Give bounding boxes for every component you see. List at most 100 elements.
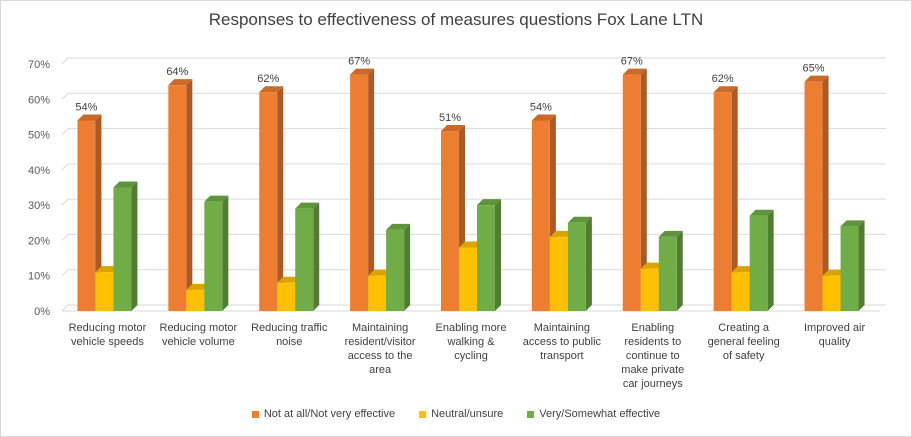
- bar: [640, 268, 659, 311]
- x-tick-label: general feeling: [708, 336, 780, 348]
- legend-item-effective: Very/Somewhat effective: [527, 408, 660, 420]
- bar-top: [713, 86, 738, 93]
- bar: [386, 229, 405, 311]
- legend-label-neutral: Neutral/unsure: [431, 408, 504, 420]
- y-tick-label: 20%: [28, 235, 50, 247]
- bar-side: [495, 199, 501, 311]
- y-tick-label: 30%: [28, 200, 50, 212]
- legend-label-effective: Very/Somewhat effective: [539, 408, 661, 420]
- x-tick-label: residents to: [624, 336, 681, 348]
- bar-top: [749, 209, 774, 216]
- bar-top: [658, 230, 683, 237]
- bar-side: [277, 86, 284, 311]
- bar-side: [640, 68, 647, 311]
- bar-side: [404, 223, 411, 311]
- x-tick-label: continue to: [626, 350, 680, 362]
- bar-top: [840, 220, 865, 227]
- data-label: 62%: [712, 73, 734, 85]
- bar: [531, 120, 550, 311]
- x-tick-label: Creating a: [718, 322, 770, 334]
- bar: [477, 205, 495, 311]
- bar-side: [313, 202, 320, 311]
- bar: [368, 275, 387, 311]
- legend-item-neutral: Neutral/unsure: [419, 408, 503, 420]
- data-label: 62%: [257, 73, 279, 85]
- bar: [277, 282, 296, 311]
- x-tick-label: noise: [276, 336, 302, 348]
- bar: [295, 208, 314, 311]
- bar: [259, 92, 278, 311]
- bar: [749, 215, 768, 311]
- bar: [549, 236, 568, 311]
- data-label: 67%: [621, 56, 643, 68]
- data-label: 51%: [439, 112, 461, 124]
- legend-label-not-effective: Not at all/Not very effective: [263, 408, 396, 420]
- bar-top: [295, 202, 320, 209]
- bar-top: [531, 114, 556, 121]
- bar-top: [168, 79, 193, 86]
- y-tick-label: 40%: [28, 165, 50, 177]
- gridline-side: [61, 198, 69, 206]
- gridline-side: [61, 92, 69, 100]
- bar-top: [259, 86, 284, 93]
- bar-top: [350, 68, 375, 75]
- x-tick-label: make private: [621, 364, 684, 376]
- bar: [350, 74, 369, 311]
- x-tick-label: Enabling: [631, 322, 674, 334]
- gridline-side: [61, 234, 69, 241]
- bar: [840, 226, 859, 311]
- bar: [658, 236, 677, 311]
- bar: [113, 187, 132, 311]
- y-tick-label: 0%: [34, 306, 50, 318]
- data-label: 54%: [75, 101, 97, 113]
- bar-top: [77, 114, 102, 121]
- legend: Not at all/Not very effective Neutral/un…: [0, 408, 912, 420]
- bar-side: [368, 68, 375, 311]
- bar-side: [95, 114, 102, 311]
- bar: [77, 120, 96, 311]
- bar-top: [204, 195, 229, 202]
- gridline-side: [61, 304, 69, 312]
- x-tick-label: Reducing motor: [69, 322, 147, 334]
- bar: [459, 247, 477, 311]
- x-tick-label: transport: [540, 350, 583, 362]
- legend-swatch-not-effective: [251, 410, 259, 418]
- legend-item-not-effective: Not at all/Not very effective: [251, 408, 396, 420]
- bar-side: [585, 216, 592, 311]
- x-tick-label: access to the: [348, 350, 413, 362]
- x-tick-label: quality: [819, 336, 851, 348]
- bar: [95, 272, 114, 311]
- bar-side: [186, 79, 193, 312]
- x-tick-label: vehicle speeds: [71, 336, 144, 348]
- y-tick-label: 10%: [28, 271, 50, 283]
- x-tick-label: Enabling more: [436, 322, 507, 334]
- y-tick-label: 60%: [28, 94, 50, 106]
- bar-top: [622, 68, 647, 75]
- data-label: 64%: [166, 66, 188, 78]
- x-tick-label: Reducing traffic: [251, 322, 328, 334]
- bar-top: [441, 125, 465, 132]
- bar-top: [567, 216, 592, 223]
- bar-top: [804, 75, 829, 82]
- x-tick-label: access to public: [523, 336, 602, 348]
- gridline-side: [61, 57, 69, 65]
- x-tick-label: car journeys: [623, 378, 683, 390]
- bar: [804, 81, 823, 312]
- x-tick-label: of safety: [723, 350, 765, 362]
- x-tick-label: walking &: [446, 336, 495, 348]
- bar: [204, 201, 223, 311]
- x-tick-label: Maintaining: [352, 322, 408, 334]
- x-tick-label: Reducing motor: [160, 322, 238, 334]
- bar-top: [477, 199, 501, 206]
- x-tick-label: Maintaining: [534, 322, 590, 334]
- gridline-side: [61, 163, 69, 171]
- bar-side: [767, 209, 774, 311]
- bar: [622, 74, 641, 311]
- x-tick-label: vehicle volume: [162, 336, 235, 348]
- x-tick-label: resident/visitor: [345, 336, 416, 348]
- x-tick-label: area: [369, 364, 392, 376]
- gridline-side: [61, 128, 69, 135]
- bar: [713, 92, 732, 311]
- legend-swatch-neutral: [419, 410, 427, 418]
